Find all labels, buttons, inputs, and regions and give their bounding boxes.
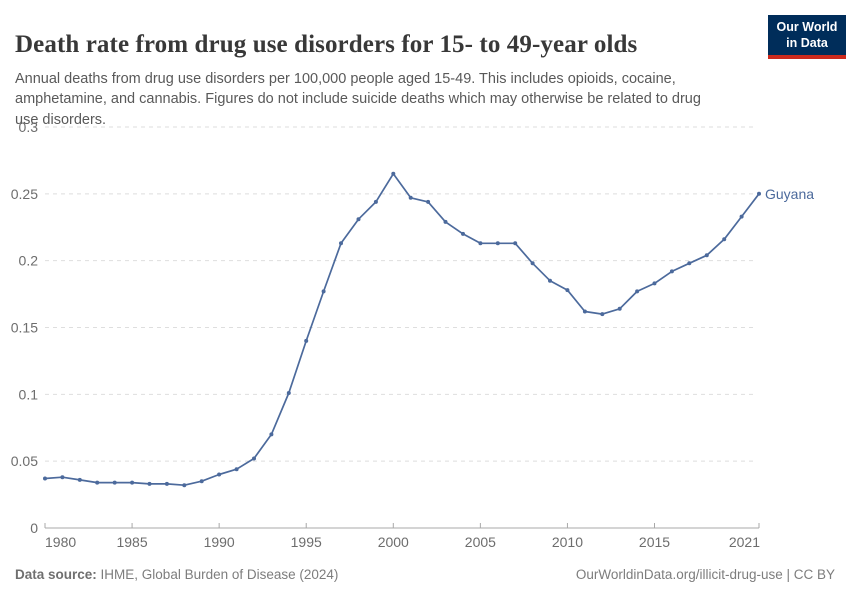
svg-text:0.2: 0.2	[19, 253, 39, 269]
data-point-marker[interactable]	[513, 241, 518, 246]
data-point-marker[interactable]	[687, 261, 692, 266]
owid-logo-line1: Our World	[776, 20, 838, 34]
series-guyana[interactable]: Guyana	[43, 171, 814, 488]
y-gridlines	[45, 126, 757, 462]
data-point-marker[interactable]	[373, 199, 378, 204]
data-point-marker[interactable]	[321, 289, 326, 294]
data-point-marker[interactable]	[530, 261, 535, 266]
data-point-marker[interactable]	[722, 237, 727, 242]
data-point-marker[interactable]	[339, 241, 343, 246]
svg-text:0.05: 0.05	[11, 453, 38, 469]
data-point-marker[interactable]	[286, 391, 291, 395]
data-point-marker[interactable]	[130, 480, 135, 485]
data-point-marker[interactable]	[95, 480, 100, 485]
data-point-marker[interactable]	[443, 219, 448, 224]
data-point-marker[interactable]	[391, 171, 396, 176]
svg-text:2005: 2005	[465, 534, 496, 550]
x-axis	[44, 523, 760, 529]
data-point-marker[interactable]	[164, 481, 169, 486]
data-source-text: IHME, Global Burden of Disease (2024)	[100, 567, 339, 582]
svg-text:0.3: 0.3	[19, 119, 39, 135]
data-point-marker[interactable]	[304, 338, 309, 343]
data-point-marker[interactable]	[43, 476, 47, 481]
chart-subtitle: Annual deaths from drug use disorders pe…	[15, 70, 701, 128]
data-point-marker[interactable]	[652, 281, 657, 286]
svg-text:0.1: 0.1	[19, 386, 39, 402]
entity-label[interactable]: Guyana	[765, 186, 814, 202]
data-point-marker[interactable]	[617, 306, 622, 311]
data-source: Data source: IHME, Global Burden of Dise…	[15, 567, 338, 582]
data-point-marker[interactable]	[739, 214, 744, 219]
data-point-marker[interactable]	[704, 253, 709, 258]
data-point-marker[interactable]	[495, 241, 500, 246]
svg-text:1980: 1980	[45, 534, 76, 550]
data-point-marker[interactable]	[77, 477, 82, 482]
chart-footer: Data source: IHME, Global Burden of Dise…	[15, 567, 835, 582]
data-point-marker[interactable]	[461, 231, 465, 236]
data-point-marker[interactable]	[426, 199, 431, 204]
x-axis-labels: 1980 1985 1990 1995 2000 2005 2010 2015 2021	[45, 534, 760, 550]
data-point-marker[interactable]	[199, 479, 204, 484]
data-point-marker[interactable]	[217, 472, 222, 477]
data-point-marker[interactable]	[112, 480, 117, 485]
data-point-marker[interactable]	[548, 278, 552, 283]
data-point-marker[interactable]	[635, 289, 640, 294]
owid-logo[interactable]: Our World in Data	[768, 15, 846, 59]
svg-text:2000: 2000	[378, 534, 409, 550]
svg-text:1995: 1995	[291, 534, 322, 550]
data-point-marker[interactable]	[565, 288, 570, 293]
data-point-marker[interactable]	[757, 191, 761, 196]
data-point-marker[interactable]	[669, 269, 674, 274]
data-point-marker[interactable]	[478, 241, 483, 246]
data-point-marker[interactable]	[582, 309, 587, 314]
series-line[interactable]	[44, 172, 760, 487]
data-point-marker[interactable]	[234, 467, 239, 472]
chart-title: Death rate from drug use disorders for 1…	[15, 30, 638, 58]
svg-text:1990: 1990	[204, 534, 235, 550]
svg-text:2021: 2021	[729, 534, 760, 550]
owid-url-link[interactable]: OurWorldinData.org/illicit-drug-use | CC…	[575, 567, 835, 582]
owid-logo-line2: in Data	[786, 36, 828, 51]
svg-text:2015: 2015	[639, 534, 670, 550]
data-point-marker[interactable]	[147, 481, 152, 486]
data-point-marker[interactable]	[356, 217, 361, 222]
data-point-marker[interactable]	[269, 432, 274, 437]
y-axis-labels: 0 0.05 0.1 0.15 0.2 0.25 0.3	[11, 119, 38, 536]
svg-text:0: 0	[30, 520, 38, 536]
data-point-marker[interactable]	[60, 475, 65, 480]
data-point-marker[interactable]	[182, 483, 187, 488]
svg-text:0.15: 0.15	[11, 320, 38, 336]
svg-text:0.25: 0.25	[11, 186, 38, 202]
data-point-marker[interactable]	[252, 456, 256, 461]
data-point-marker[interactable]	[600, 312, 605, 317]
svg-text:2010: 2010	[552, 534, 583, 550]
svg-text:1985: 1985	[116, 534, 147, 550]
data-source-label: Data source:	[15, 567, 97, 582]
data-point-marker[interactable]	[408, 195, 413, 200]
